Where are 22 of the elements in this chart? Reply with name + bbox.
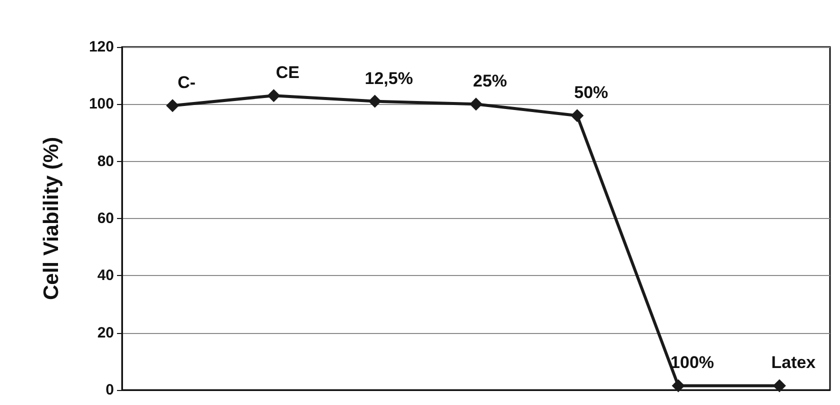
- x-tick-label: 100%: [670, 353, 714, 372]
- x-tick-label: Latex: [771, 353, 816, 372]
- y-tick-label: 20: [97, 324, 114, 342]
- y-tick-label: 80: [97, 152, 114, 170]
- point: [368, 94, 382, 108]
- y-tick-label: 60: [97, 210, 114, 227]
- y-tick-label: 100: [88, 96, 114, 113]
- x-tick-label: C-: [178, 73, 196, 92]
- y-tick-label: 40: [97, 267, 114, 284]
- point: [672, 379, 685, 392]
- point: [570, 109, 584, 122]
- x-tick-label: 12,5%: [364, 68, 413, 88]
- x-tick-label: 50%: [574, 83, 608, 102]
- point: [470, 98, 482, 111]
- y-axis-title: Cell Viability (%): [40, 137, 63, 300]
- point: [166, 99, 180, 112]
- point: [772, 379, 786, 392]
- x-tick-label: 25%: [472, 72, 508, 91]
- y-tick-label: 0: [106, 382, 114, 398]
- x-tick-label: CE: [276, 63, 300, 82]
- point: [267, 89, 280, 102]
- y-tick-label: 120: [88, 38, 114, 56]
